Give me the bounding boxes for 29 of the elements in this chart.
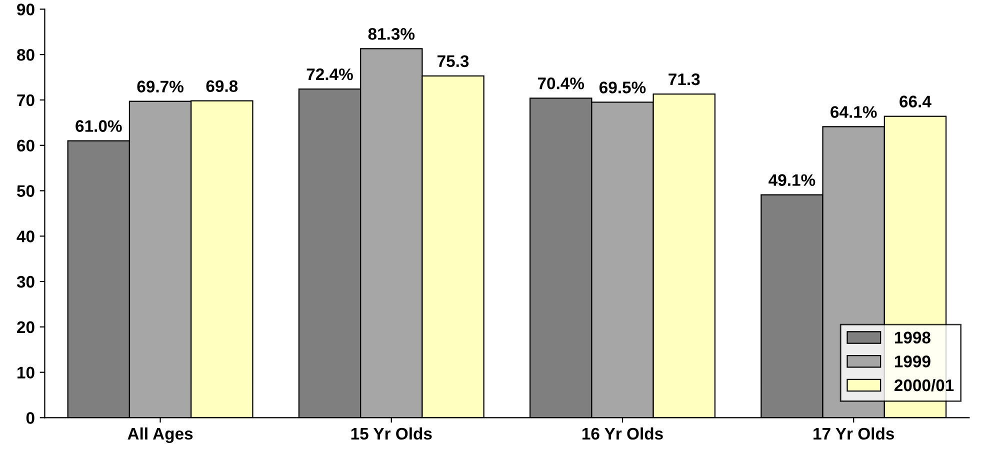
y-tick-label: 10	[18, 366, 34, 379]
data-label: 71.3	[668, 73, 700, 86]
y-tick-label: 40	[16, 230, 34, 242]
y-tick-label: 0	[26, 412, 34, 424]
data-label: 61.0%	[76, 120, 122, 132]
x-tick-label: All Ages	[128, 427, 193, 444]
data-label: 66.4	[900, 96, 932, 108]
x-tick-label: 17 Yr Olds	[814, 427, 894, 440]
legend-label: 1999	[894, 356, 930, 368]
data-label: 69.8	[206, 80, 238, 92]
y-tick-label: 90	[17, 4, 34, 16]
y-tick-label: 80	[17, 48, 34, 61]
data-label: 72.4%	[306, 68, 353, 80]
data-label: 64.1%	[830, 106, 877, 118]
y-tick-label: 70	[17, 94, 34, 106]
data-label: 69.5%	[599, 82, 646, 94]
legend-label: 2000/01	[894, 378, 954, 392]
data-label: 69.7%	[137, 80, 184, 92]
data-label: 75.3	[438, 55, 469, 68]
x-tick-label: 16 Yr Olds	[582, 427, 663, 440]
y-tick-label: 20	[17, 321, 34, 334]
y-tick-label: 50	[16, 185, 34, 197]
data-label: 49.1%	[768, 174, 816, 186]
y-tick-label: 60	[17, 140, 34, 152]
legend-label: 1998	[894, 332, 930, 344]
data-label: 81.3%	[368, 28, 415, 40]
x-tick-label: 15 Yr Olds	[351, 427, 432, 440]
y-tick-label: 30	[16, 276, 34, 288]
data-label: 70.4%	[538, 77, 584, 90]
